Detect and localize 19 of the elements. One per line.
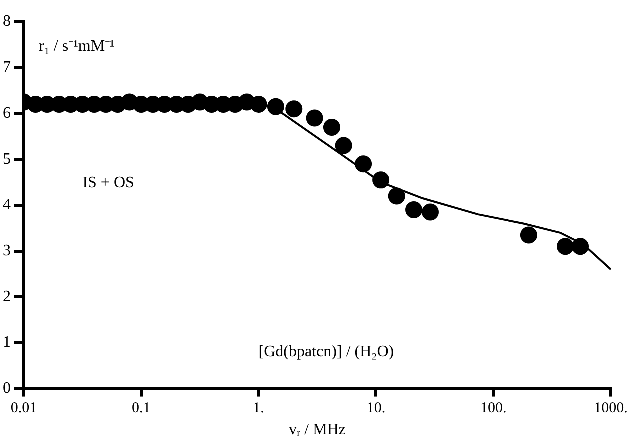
y-tick-label: 2 (3, 288, 11, 306)
y-tick-label: 1 (3, 334, 11, 352)
x-tick-label: 0.1 (132, 400, 151, 417)
y-tick-label: 6 (3, 104, 11, 122)
x-tick-label: 0.01 (10, 400, 38, 417)
x-tick-label: 1000. (594, 400, 628, 417)
annotation: [Gd(bpatcn)] / (H₂O) (258, 343, 394, 360)
y-tick-label: 3 (3, 242, 11, 260)
y-axis-title: r₁ / s⁻¹mM⁻¹ (39, 38, 116, 56)
x-tick-label: 1. (253, 400, 264, 417)
annotation: IS + OS (82, 174, 134, 192)
x-tick-label: 100. (480, 400, 507, 417)
x-axis-title: vᵣ / MHz (289, 422, 346, 439)
y-tick-label: 7 (3, 59, 11, 76)
y-tick-label: 8 (3, 13, 11, 30)
y-tick-label: 0 (3, 380, 11, 398)
y-tick-label: 5 (3, 150, 11, 168)
y-tick-label: 4 (3, 196, 11, 214)
x-tick-label: 10. (366, 400, 386, 417)
